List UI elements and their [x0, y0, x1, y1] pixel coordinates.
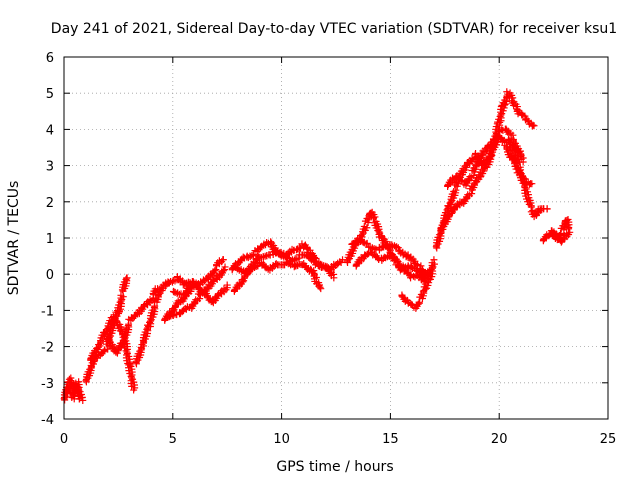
- data-point: [263, 239, 271, 247]
- data-point: [410, 272, 418, 280]
- x-tick-label: 5: [169, 432, 177, 447]
- y-tick-label: -1: [41, 304, 54, 319]
- data-point: [211, 267, 219, 275]
- data-point: [513, 159, 521, 167]
- data-point: [128, 382, 136, 390]
- x-tick-label: 20: [491, 432, 508, 447]
- data-point: [498, 137, 506, 145]
- data-point: [130, 386, 138, 394]
- data-point: [360, 222, 368, 230]
- data-point: [357, 254, 365, 262]
- data-point: [249, 251, 257, 259]
- x-tick-label: 10: [273, 432, 290, 447]
- data-point: [212, 266, 220, 274]
- plot-frame: [63, 56, 609, 420]
- x-tick-label: 0: [60, 432, 68, 447]
- data-point: [221, 263, 229, 271]
- y-tick-label: 3: [46, 160, 54, 175]
- data-point: [220, 285, 228, 293]
- y-tick-label: 0: [46, 268, 54, 283]
- data-point: [316, 283, 324, 291]
- data-point: [196, 295, 204, 303]
- data-point: [407, 300, 415, 308]
- chart-title: Day 241 of 2021, Sidereal Day-to-day VTE…: [51, 21, 617, 37]
- data-point: [415, 298, 423, 306]
- data-point: [146, 296, 154, 304]
- data-point: [123, 274, 131, 282]
- y-tick-label: 4: [46, 123, 54, 138]
- data-points: [60, 88, 574, 404]
- y-tick-label: 1: [46, 232, 54, 247]
- y-axis-label: SDTVAR / TECUs: [6, 181, 22, 296]
- data-point: [530, 122, 538, 130]
- data-point: [494, 133, 502, 141]
- data-point: [332, 261, 340, 269]
- data-point: [543, 205, 551, 213]
- data-point: [100, 346, 108, 354]
- data-point: [464, 191, 472, 199]
- y-tick-label: 2: [46, 196, 54, 211]
- data-point: [393, 257, 401, 265]
- data-point: [235, 279, 243, 287]
- data-point: [330, 274, 338, 282]
- data-point: [468, 190, 476, 198]
- data-point: [466, 173, 474, 181]
- axis-ticks: 0 5 10 15 20 25 -4 -3 -2 -1 0 1 2 3 4 5 6: [41, 51, 616, 447]
- y-tick-label: -3: [41, 377, 54, 392]
- data-point: [317, 285, 325, 293]
- data-point: [505, 93, 513, 101]
- data-point: [487, 150, 495, 158]
- data-point: [547, 227, 555, 235]
- data-point: [529, 121, 537, 129]
- data-point: [223, 281, 231, 289]
- data-point: [219, 267, 227, 275]
- x-tick-label: 25: [600, 432, 617, 447]
- data-point: [495, 132, 503, 140]
- data-point: [215, 257, 223, 265]
- data-point: [457, 177, 465, 185]
- data-point: [407, 256, 415, 264]
- data-point: [176, 278, 184, 286]
- data-point: [430, 256, 438, 264]
- data-point: [528, 180, 536, 188]
- grid-lines: [64, 57, 608, 419]
- data-point: [522, 192, 530, 200]
- x-tick-label: 15: [382, 432, 399, 447]
- data-point: [219, 256, 227, 264]
- data-point: [470, 172, 478, 180]
- data-point: [178, 308, 186, 316]
- data-point: [238, 268, 246, 276]
- y-tick-label: 5: [46, 87, 54, 102]
- data-point: [117, 291, 125, 299]
- y-tick-label: -4: [41, 413, 54, 428]
- data-point: [510, 101, 518, 109]
- data-point: [192, 296, 200, 304]
- x-axis-label: GPS time / hours: [276, 459, 393, 475]
- data-point: [497, 102, 505, 110]
- data-point: [452, 186, 460, 194]
- y-tick-label: 6: [46, 51, 54, 66]
- data-point: [468, 154, 476, 162]
- data-point: [407, 274, 415, 282]
- y-tick-label: -2: [41, 341, 54, 356]
